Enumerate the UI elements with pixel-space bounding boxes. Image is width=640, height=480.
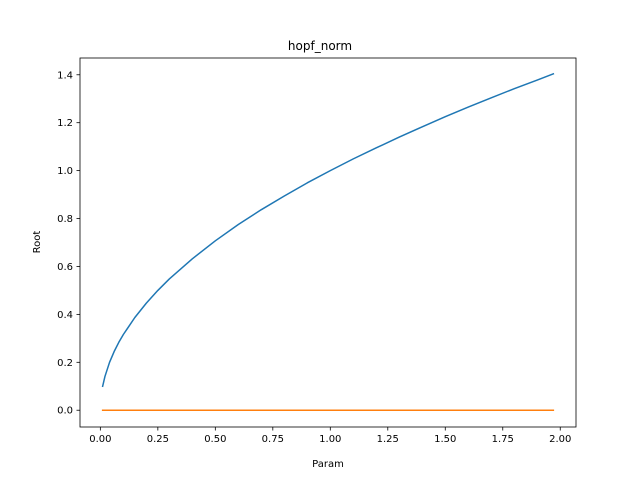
x-tick-label: 2.00 bbox=[549, 434, 571, 445]
x-axis-label: Param bbox=[312, 459, 344, 470]
y-tick-label: 0.6 bbox=[57, 262, 73, 273]
y-tick-label: 1.4 bbox=[57, 70, 73, 81]
x-tick-label: 1.00 bbox=[319, 434, 341, 445]
x-tick-label: 0.25 bbox=[147, 434, 169, 445]
x-tick-label: 0.00 bbox=[89, 434, 111, 445]
chart-title: hopf_norm bbox=[288, 39, 352, 53]
x-tick-label: 0.50 bbox=[204, 434, 226, 445]
x-tick-label: 1.75 bbox=[492, 434, 514, 445]
x-tick-label: 1.25 bbox=[377, 434, 399, 445]
series-line-1 bbox=[101, 72, 555, 388]
y-tick-label: 1.0 bbox=[57, 166, 73, 177]
x-tick-label: 1.50 bbox=[434, 434, 456, 445]
y-tick-label: 0.2 bbox=[57, 358, 73, 369]
y-tick-label: 0.4 bbox=[57, 310, 73, 321]
y-tick-label: 0.0 bbox=[57, 406, 73, 417]
y-tick-label: 1.2 bbox=[57, 118, 73, 129]
x-tick-label: 0.75 bbox=[262, 434, 284, 445]
y-tick-label: 0.8 bbox=[57, 214, 73, 225]
y-axis-label: Root bbox=[32, 231, 43, 254]
plot-area: 0.00 0.25 0.50 0.75 1.00 1.25 1.50 1.75 2.00 0.0 0… bbox=[57, 57, 577, 445]
axes-frame bbox=[79, 57, 577, 428]
